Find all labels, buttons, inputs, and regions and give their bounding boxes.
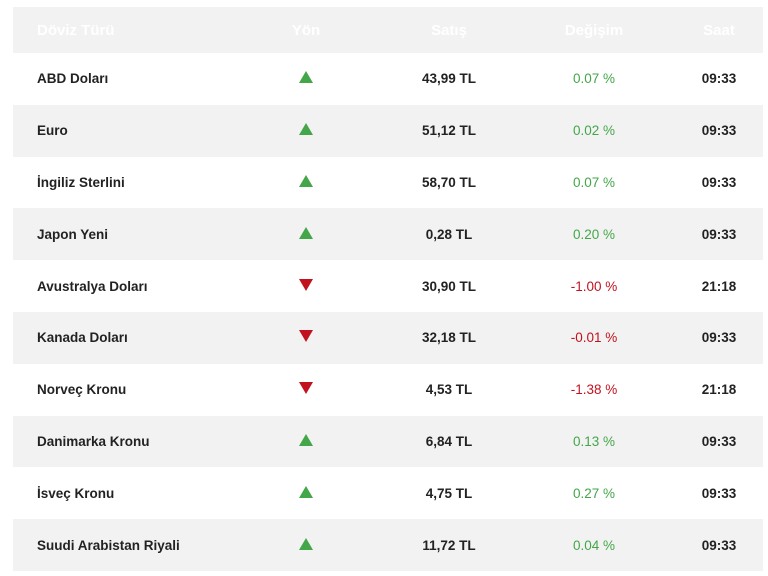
update-time: 09:33 bbox=[701, 537, 737, 553]
change-percent: -0.01 % bbox=[570, 330, 618, 346]
change-percent: 0.07 % bbox=[572, 71, 616, 87]
currency-name: İsveç Kronu bbox=[37, 485, 115, 501]
table-row[interactable]: Danimarka Kronu 6,84 TL 0.13 % 09:33 bbox=[13, 415, 763, 468]
update-time: 09:33 bbox=[701, 330, 737, 346]
sell-price: 6,84 TL bbox=[425, 433, 473, 449]
header-change[interactable]: Değişim bbox=[564, 21, 624, 39]
update-time: 09:33 bbox=[701, 71, 737, 87]
currency-name: Kanada Doları bbox=[37, 330, 128, 346]
sell-price: 30,90 TL bbox=[421, 278, 477, 294]
currency-name: İngiliz Sterlini bbox=[37, 174, 125, 190]
table-row[interactable]: İngiliz Sterlini 58,70 TL 0.07 % 09:33 bbox=[13, 156, 763, 209]
update-time: 09:33 bbox=[701, 174, 737, 190]
table-row[interactable]: İsveç Kronu 4,75 TL 0.27 % 09:33 bbox=[13, 467, 763, 520]
currency-name: Norveç Kronu bbox=[37, 382, 127, 398]
currency-name: Danimarka Kronu bbox=[37, 433, 150, 449]
currency-name: ABD Doları bbox=[37, 71, 109, 87]
change-percent: 0.02 % bbox=[572, 123, 616, 139]
change-percent: -1.38 % bbox=[570, 382, 618, 398]
arrow-down-icon bbox=[299, 382, 313, 395]
arrow-down-icon bbox=[299, 330, 313, 343]
change-percent: 0.04 % bbox=[572, 537, 616, 553]
update-time: 09:33 bbox=[701, 123, 737, 139]
arrow-up-icon bbox=[299, 433, 313, 446]
change-percent: -1.00 % bbox=[570, 278, 618, 294]
update-time: 09:33 bbox=[701, 226, 737, 242]
table-row[interactable]: Kanada Doları 32,18 TL -0.01 % 09:33 bbox=[13, 311, 763, 364]
sell-price: 32,18 TL bbox=[421, 330, 477, 346]
arrow-up-icon bbox=[299, 537, 313, 550]
currency-name: Suudi Arabistan Riyali bbox=[37, 537, 180, 553]
sell-price: 58,70 TL bbox=[421, 174, 477, 190]
arrow-up-icon bbox=[299, 71, 313, 84]
table-body: ABD Doları 43,99 TL 0.07 % 09:33 Euro 51… bbox=[13, 53, 763, 571]
sell-price: 0,28 TL bbox=[425, 226, 473, 242]
arrow-down-icon bbox=[299, 278, 313, 291]
sell-price: 11,72 TL bbox=[422, 537, 476, 553]
update-time: 21:18 bbox=[701, 382, 737, 398]
change-percent: 0.27 % bbox=[572, 485, 616, 501]
arrow-up-icon bbox=[299, 485, 313, 498]
arrow-up-icon bbox=[299, 174, 313, 187]
change-percent: 0.13 % bbox=[572, 433, 616, 449]
table-row[interactable]: Suudi Arabistan Riyali 11,72 TL 0.04 % 0… bbox=[13, 519, 763, 571]
table-row[interactable]: Euro 51,12 TL 0.02 % 09:33 bbox=[13, 104, 763, 157]
currency-name: Japon Yeni bbox=[37, 226, 109, 242]
update-time: 09:33 bbox=[701, 433, 737, 449]
sell-price: 43,99 TL bbox=[421, 71, 477, 87]
sell-price: 4,75 TL bbox=[425, 485, 473, 501]
sell-price: 51,12 TL bbox=[421, 123, 477, 139]
sell-price: 4,53 TL bbox=[425, 382, 473, 398]
table-row[interactable]: Japon Yeni 0,28 TL 0.20 % 09:33 bbox=[13, 208, 763, 261]
header-time[interactable]: Saat bbox=[703, 21, 735, 39]
currency-name: Euro bbox=[37, 123, 68, 139]
table-row[interactable]: Norveç Kronu 4,53 TL -1.38 % 21:18 bbox=[13, 363, 763, 416]
arrow-up-icon bbox=[299, 226, 313, 239]
currency-name: Avustralya Doları bbox=[37, 278, 148, 294]
table-row[interactable]: ABD Doları 43,99 TL 0.07 % 09:33 bbox=[13, 53, 763, 105]
header-sell[interactable]: Satış bbox=[431, 21, 467, 39]
header-currency[interactable]: Döviz Türü bbox=[37, 21, 115, 39]
change-percent: 0.20 % bbox=[572, 226, 616, 242]
change-percent: 0.07 % bbox=[572, 174, 616, 190]
currency-table: Döviz Türü Yön Satış Değişim Saat ABD Do… bbox=[13, 7, 763, 571]
update-time: 21:18 bbox=[701, 278, 737, 294]
table-row[interactable]: Avustralya Doları 30,90 TL -1.00 % 21:18 bbox=[13, 260, 763, 312]
header-direction[interactable]: Yön bbox=[291, 21, 321, 39]
arrow-up-icon bbox=[299, 123, 313, 136]
update-time: 09:33 bbox=[701, 485, 737, 501]
table-header: Döviz Türü Yön Satış Değişim Saat bbox=[13, 7, 763, 53]
